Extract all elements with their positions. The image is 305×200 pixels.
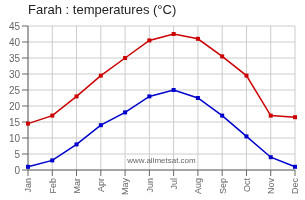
svg-text:Dec: Dec [290,178,297,195]
svg-text:Jan: Jan [23,178,33,193]
svg-text:5: 5 [14,149,20,160]
svg-text:Oct: Oct [242,178,252,193]
svg-text:May: May [120,178,130,196]
svg-text:25: 25 [9,85,21,96]
html-text:www.allmetsat.com: www.allmetsat.com [127,156,196,165]
svg-text:Jun: Jun [145,178,155,193]
svg-text:45: 45 [9,21,21,32]
svg-text:Jul: Jul [169,178,179,190]
svg-text:Apr: Apr [96,178,106,192]
svg-text:Nov: Nov [266,178,276,195]
svg-text:15: 15 [9,117,21,128]
svg-text:20: 20 [9,101,21,112]
svg-text:0: 0 [14,165,20,176]
svg-text:Mar: Mar [72,178,82,194]
svg-text:Aug: Aug [193,178,203,194]
svg-text:10: 10 [9,133,21,144]
svg-text:30: 30 [9,69,21,80]
svg-text:40: 40 [9,37,21,48]
svg-text:Feb: Feb [48,178,58,194]
svg-text:Sep: Sep [218,178,228,194]
svg-text:35: 35 [9,53,21,64]
html-text:Farah : temperatures (°C): Farah : temperatures (°C) [28,2,177,17]
